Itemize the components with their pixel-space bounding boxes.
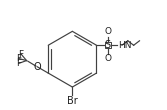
- Text: F: F: [19, 50, 24, 59]
- Text: S: S: [105, 40, 111, 50]
- Text: O: O: [104, 27, 111, 36]
- Text: O: O: [34, 62, 41, 72]
- Text: O: O: [104, 54, 111, 63]
- Text: Br: Br: [67, 96, 78, 106]
- Bar: [105, 42, 111, 48]
- Text: F: F: [16, 59, 21, 68]
- Text: HN: HN: [118, 41, 132, 50]
- Text: F: F: [16, 54, 21, 63]
